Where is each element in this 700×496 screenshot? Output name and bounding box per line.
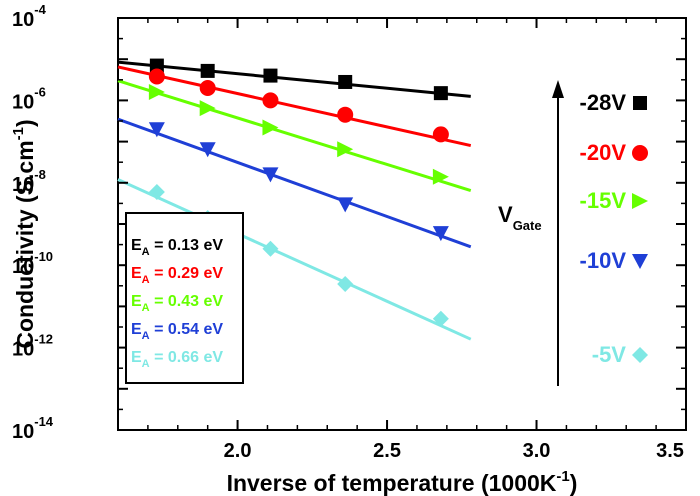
y-axis-label: Conductivity (S.cm-1) xyxy=(10,119,38,348)
data-point-s1-p4 xyxy=(432,126,449,143)
data-point-s2-p0 xyxy=(148,83,165,100)
gate-marker-1 xyxy=(632,145,648,161)
fit-line-4 xyxy=(117,178,472,341)
ea-legend-entry-1: EA = 0.29 eV xyxy=(131,265,223,286)
x-tick-label: 3.5 xyxy=(656,440,684,462)
data-point-s0-p2 xyxy=(263,68,278,83)
gate-marker-3 xyxy=(632,254,648,269)
data-point-s3-p0 xyxy=(148,122,165,138)
data-point-s0-p0 xyxy=(149,58,164,73)
data-point-s0-p3 xyxy=(338,74,353,89)
data-point-s2-p4 xyxy=(432,168,449,185)
y-tick-label: 10-4 xyxy=(12,2,47,31)
gate-label-4: -5V xyxy=(592,342,627,367)
y-tick-label: 10-10 xyxy=(12,249,53,278)
data-point-s4-p3 xyxy=(337,275,354,292)
gate-arrow-head xyxy=(552,80,564,98)
y-tick-label: 10-14 xyxy=(12,414,54,443)
data-point-s1-p0 xyxy=(148,68,165,85)
data-point-s3-p4 xyxy=(432,226,449,242)
data-point-s0-p1 xyxy=(200,63,215,78)
gate-annotation: VGate xyxy=(498,202,542,233)
axes: 2.0 2.5 3.0 3.5 10-14 10-12 10-10 10-8 10-6 10-4 I… xyxy=(10,2,687,496)
ea-legend-entry-2: EA = 0.43 eV xyxy=(131,293,223,314)
data-point-s1-p2 xyxy=(262,92,279,109)
gate-label-3: -10V xyxy=(580,248,627,273)
y-tick-label: 10-6 xyxy=(12,84,46,113)
x-tick-label: 2.0 xyxy=(224,440,252,462)
data-point-s3-p3 xyxy=(337,197,354,213)
data-point-s2-p3 xyxy=(337,141,354,158)
gate-marker-0 xyxy=(633,96,647,110)
fit-line-1 xyxy=(117,65,472,148)
data-markers xyxy=(148,58,449,327)
ea-legend-entry-3: EA = 0.54 eV xyxy=(131,321,223,342)
data-point-s4-p2 xyxy=(262,240,279,257)
gate-marker-4 xyxy=(632,347,648,363)
data-point-s4-p4 xyxy=(432,310,449,327)
fit-lines xyxy=(117,60,472,341)
gate-marker-2 xyxy=(632,193,648,209)
data-point-s3-p2 xyxy=(262,167,279,183)
ea-legend-entry-0: EA = 0.13 eV xyxy=(131,237,223,258)
y-tick-label: 10-12 xyxy=(12,332,53,361)
fit-line-0 xyxy=(117,60,471,98)
fit-line-2 xyxy=(117,79,472,192)
data-point-s3-p1 xyxy=(199,142,216,158)
data-point-s1-p1 xyxy=(199,79,216,96)
data-point-s4-p0 xyxy=(148,183,165,200)
activation-energy-legend: EA = 0.13 eV EA = 0.29 eV EA = 0.43 eV EA =… xyxy=(125,212,244,384)
gate-voltage-legend: VGate -28V -20V -15V -10V -5V xyxy=(498,80,648,386)
fit-line-3 xyxy=(117,117,472,249)
data-point-s2-p1 xyxy=(199,100,216,117)
gate-label-0: -28V xyxy=(580,90,627,115)
ea-legend-entry-4: EA = 0.66 eV xyxy=(131,349,223,370)
x-axis-label: Inverse of temperature (1000K-1) xyxy=(227,468,578,496)
gate-label-2: -15V xyxy=(580,188,627,213)
data-point-s0-p4 xyxy=(433,86,448,101)
data-point-s1-p3 xyxy=(337,106,354,123)
x-tick-label: 3.0 xyxy=(523,440,551,462)
ea-legend-box xyxy=(125,212,244,384)
gate-label-1: -20V xyxy=(580,140,627,165)
data-point-s2-p2 xyxy=(262,119,279,136)
y-tick-label: 10-8 xyxy=(12,167,46,196)
x-tick-label: 2.5 xyxy=(373,440,401,462)
